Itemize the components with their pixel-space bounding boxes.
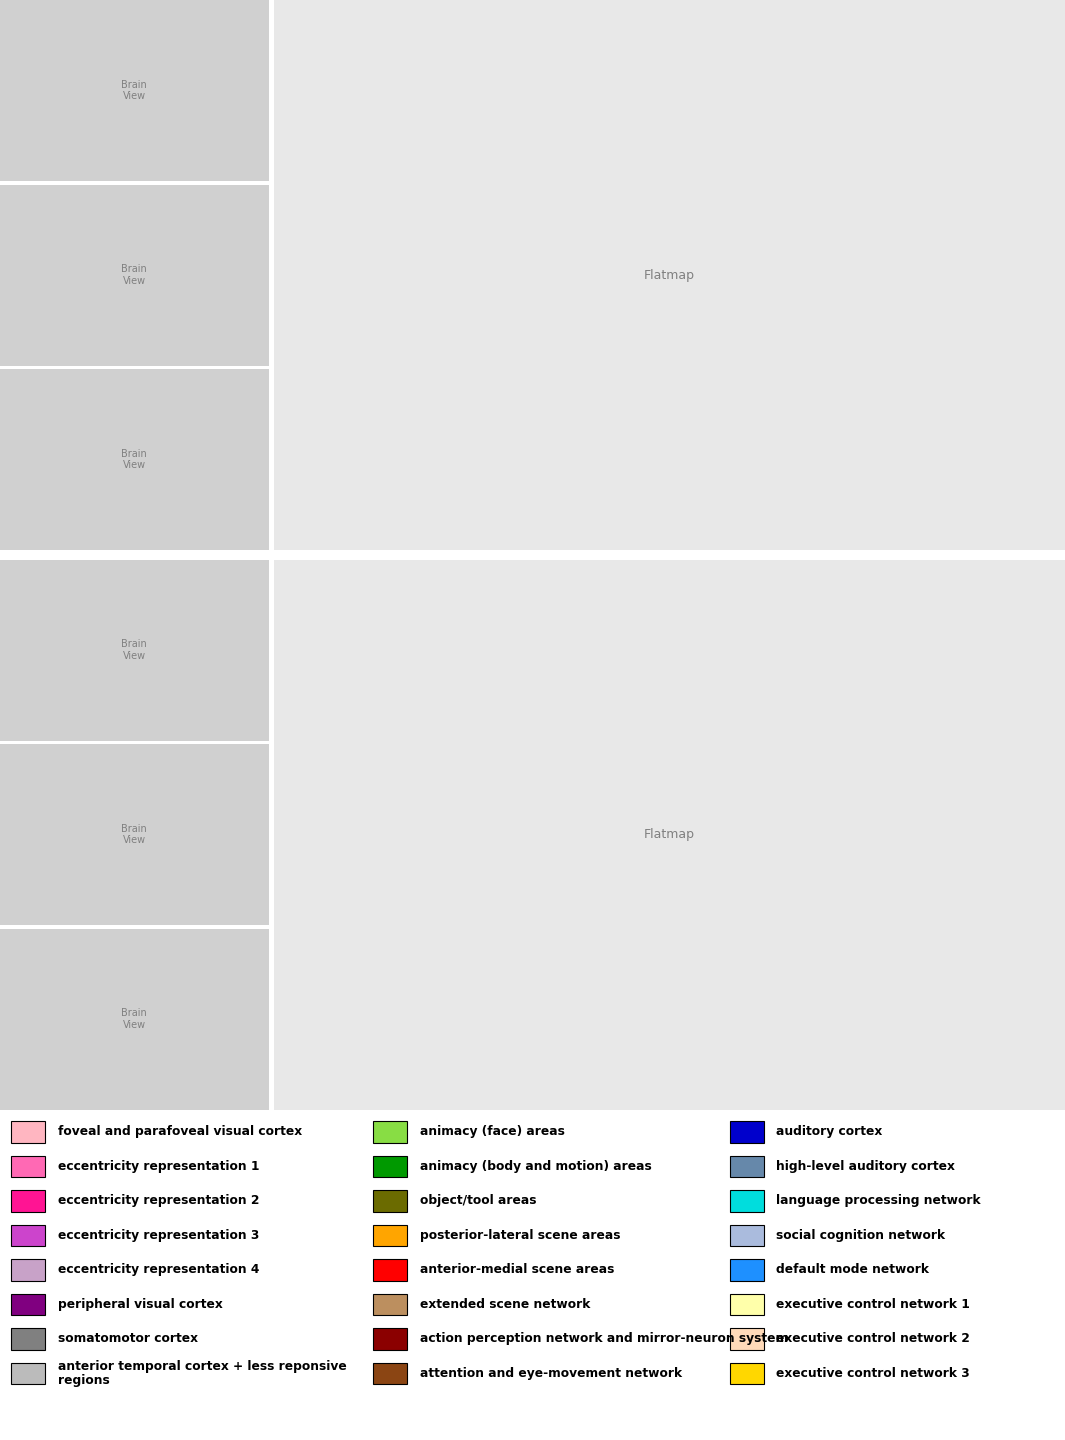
Bar xyxy=(11,1362,45,1384)
Bar xyxy=(11,1156,45,1176)
Text: Brain
View: Brain View xyxy=(121,265,147,287)
Text: animacy (face) areas: animacy (face) areas xyxy=(420,1126,564,1139)
Text: Brain
View: Brain View xyxy=(121,639,147,661)
Text: action perception network and mirror-neuron system: action perception network and mirror-neu… xyxy=(420,1332,788,1345)
Text: anterior-medial scene areas: anterior-medial scene areas xyxy=(420,1263,615,1276)
Text: language processing network: language processing network xyxy=(776,1194,981,1208)
Bar xyxy=(730,1362,764,1384)
Bar xyxy=(11,1122,45,1143)
Bar xyxy=(373,1225,407,1246)
Bar xyxy=(730,1156,764,1176)
Text: object/tool areas: object/tool areas xyxy=(420,1194,536,1208)
Text: Brain
View: Brain View xyxy=(121,824,147,845)
Text: executive control network 2: executive control network 2 xyxy=(776,1332,970,1345)
Text: eccentricity representation 1: eccentricity representation 1 xyxy=(58,1161,259,1174)
Bar xyxy=(730,1328,764,1349)
Bar xyxy=(730,1191,764,1211)
Text: anterior temporal cortex + less reponsive
regions: anterior temporal cortex + less reponsiv… xyxy=(58,1359,346,1387)
Text: foveal and parafoveal visual cortex: foveal and parafoveal visual cortex xyxy=(58,1126,301,1139)
Text: Brain
View: Brain View xyxy=(121,79,147,101)
Text: attention and eye-movement network: attention and eye-movement network xyxy=(420,1367,682,1380)
Bar xyxy=(730,1225,764,1246)
Text: eccentricity representation 2: eccentricity representation 2 xyxy=(58,1194,259,1208)
Text: Brain
View: Brain View xyxy=(121,449,147,471)
Bar xyxy=(730,1122,764,1143)
Bar xyxy=(11,1328,45,1349)
Bar xyxy=(373,1328,407,1349)
Bar xyxy=(373,1293,407,1315)
Text: Brain
View: Brain View xyxy=(121,1008,147,1030)
Text: default mode network: default mode network xyxy=(776,1263,930,1276)
Bar xyxy=(11,1225,45,1246)
Text: somatomotor cortex: somatomotor cortex xyxy=(58,1332,197,1345)
Text: eccentricity representation 3: eccentricity representation 3 xyxy=(58,1228,259,1241)
Text: animacy (body and motion) areas: animacy (body and motion) areas xyxy=(420,1161,652,1174)
Text: eccentricity representation 4: eccentricity representation 4 xyxy=(58,1263,259,1276)
Bar xyxy=(11,1293,45,1315)
Bar xyxy=(730,1259,764,1280)
Text: extended scene network: extended scene network xyxy=(420,1297,590,1310)
Bar xyxy=(373,1156,407,1176)
Text: Flatmap: Flatmap xyxy=(644,828,695,841)
Text: peripheral visual cortex: peripheral visual cortex xyxy=(58,1297,223,1310)
Text: executive control network 3: executive control network 3 xyxy=(776,1367,970,1380)
Text: executive control network 1: executive control network 1 xyxy=(776,1297,970,1310)
Text: high-level auditory cortex: high-level auditory cortex xyxy=(776,1161,955,1174)
Text: social cognition network: social cognition network xyxy=(776,1228,946,1241)
Bar xyxy=(11,1191,45,1211)
Bar xyxy=(11,1259,45,1280)
Text: Flatmap: Flatmap xyxy=(644,268,695,282)
Bar xyxy=(373,1191,407,1211)
Bar xyxy=(730,1293,764,1315)
Bar xyxy=(373,1259,407,1280)
Text: posterior-lateral scene areas: posterior-lateral scene areas xyxy=(420,1228,620,1241)
Bar xyxy=(373,1122,407,1143)
Bar xyxy=(373,1362,407,1384)
Text: auditory cortex: auditory cortex xyxy=(776,1126,883,1139)
